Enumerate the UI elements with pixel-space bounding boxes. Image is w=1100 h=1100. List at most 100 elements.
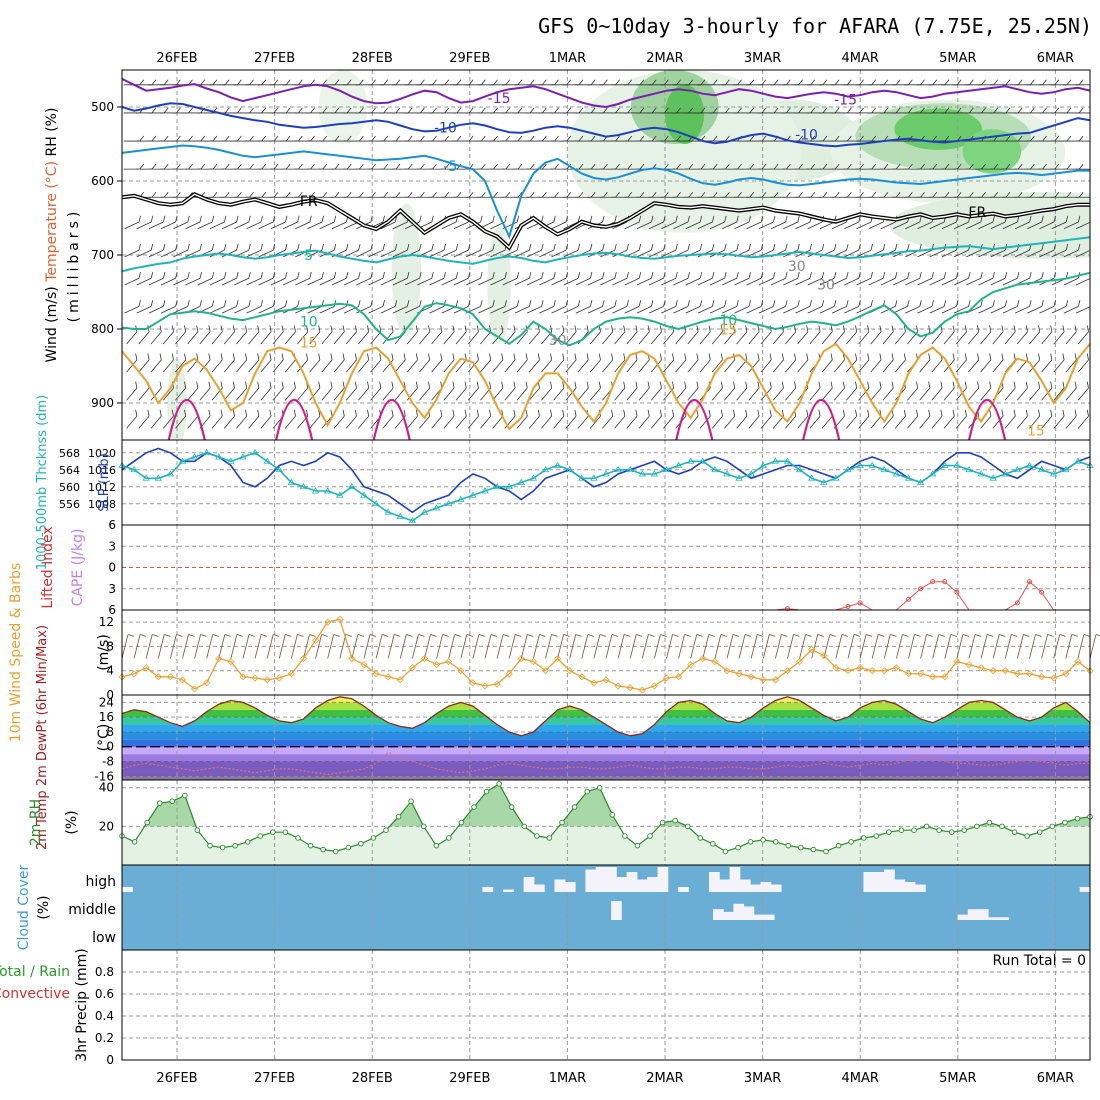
barb-flag	[676, 79, 681, 86]
wind-barb	[1002, 300, 1020, 314]
barb-staff	[697, 221, 713, 230]
rh-marker	[672, 817, 678, 824]
wind-barb	[319, 215, 337, 230]
barb-flag	[298, 107, 303, 114]
barb-flag	[781, 409, 784, 417]
barb-staff	[724, 359, 736, 373]
barb-flag	[407, 79, 413, 86]
barb-flag	[1038, 325, 1041, 332]
barb-flag	[745, 353, 748, 360]
barb-flag	[638, 215, 642, 223]
barb-flag	[647, 325, 650, 332]
thickness-marker	[590, 474, 598, 481]
barb-staff	[333, 387, 345, 401]
wind-barb-flag	[914, 634, 921, 637]
wind-barb	[855, 79, 877, 86]
wind-barb	[858, 409, 870, 429]
barb-flag	[920, 79, 925, 86]
barb-flag	[1029, 300, 1032, 307]
wind-barb	[539, 243, 556, 258]
barb-flag	[651, 107, 657, 114]
wind-barb	[455, 325, 467, 345]
barb-flag	[798, 107, 803, 114]
barb-flag	[867, 381, 870, 389]
contour-20	[968, 398, 1007, 440]
wind-barb	[565, 353, 577, 373]
barb-flag	[798, 192, 803, 198]
barb-staff	[966, 249, 981, 258]
barb-staff	[297, 331, 309, 345]
barb-staff	[1016, 331, 1028, 345]
barb-flag	[367, 353, 370, 360]
wind-barb-flag	[599, 634, 607, 637]
li-marker	[785, 606, 790, 612]
temp-tick--8: -8	[102, 755, 114, 769]
thickness-marker	[251, 448, 259, 456]
barb-flag	[834, 271, 837, 279]
barb-staff	[772, 387, 784, 401]
barb-flag	[285, 107, 291, 114]
wind-barb	[734, 215, 751, 230]
barb-flag	[257, 381, 260, 389]
barb-flag	[932, 192, 938, 198]
wind-barb	[331, 271, 349, 286]
barb-staff	[343, 221, 359, 230]
wind-barb	[382, 353, 394, 373]
barb-staff	[907, 387, 919, 401]
wind-speed-marker	[771, 676, 779, 684]
wind-barb	[880, 300, 898, 314]
barb-flag	[842, 381, 845, 389]
barb-flag	[712, 135, 718, 142]
wind-barb	[428, 79, 450, 86]
barb-flag	[1017, 300, 1020, 307]
barb-flag	[944, 79, 950, 86]
barb-flag	[176, 107, 181, 114]
wind-barb	[260, 353, 272, 373]
wind-barb	[809, 381, 821, 401]
barb-flag	[956, 79, 962, 86]
barb-staff	[638, 331, 650, 345]
barb-staff	[453, 221, 469, 230]
barb-staff	[978, 221, 994, 230]
wind-barb	[856, 243, 873, 258]
barb-flag	[1054, 79, 1060, 86]
barb-staff	[150, 331, 162, 345]
barb-flag	[359, 135, 364, 142]
barb-flag	[550, 353, 553, 360]
barb-staff	[868, 277, 884, 286]
barb-flag	[199, 243, 202, 251]
wind-barb	[266, 634, 274, 659]
barb-staff	[382, 387, 394, 401]
temp-band	[122, 746, 1090, 755]
barb-staff	[528, 331, 540, 345]
barb-flag	[638, 271, 642, 279]
wind-barb	[187, 381, 199, 401]
rh-marker	[370, 835, 377, 841]
barb-flag	[443, 243, 446, 251]
wind-barb	[270, 163, 291, 170]
barb-flag	[224, 243, 227, 251]
barb-flag	[626, 243, 629, 251]
barb-staff	[1002, 221, 1018, 230]
barb-flag	[699, 271, 703, 279]
barb-staff	[417, 277, 432, 286]
temp-tick-0: 0	[106, 740, 114, 754]
barb-flag	[760, 243, 764, 251]
wind-barb	[453, 271, 471, 286]
barb-flag	[199, 215, 202, 223]
barb-flag	[940, 381, 943, 389]
wind-barb	[272, 325, 284, 345]
barb-flag	[663, 300, 666, 307]
barb-flag	[725, 107, 730, 114]
barb-staff	[260, 359, 272, 373]
barb-flag	[1005, 163, 1011, 170]
wind-barb	[358, 381, 370, 401]
temp-band	[122, 709, 1090, 718]
barb-flag	[1086, 381, 1089, 389]
barb-flag	[773, 79, 779, 86]
barb-flag	[1053, 271, 1056, 279]
rh-marker	[156, 800, 163, 806]
wind-barb-flag	[152, 634, 159, 637]
wind-speed-marker	[142, 664, 150, 672]
barb-flag	[468, 300, 471, 307]
